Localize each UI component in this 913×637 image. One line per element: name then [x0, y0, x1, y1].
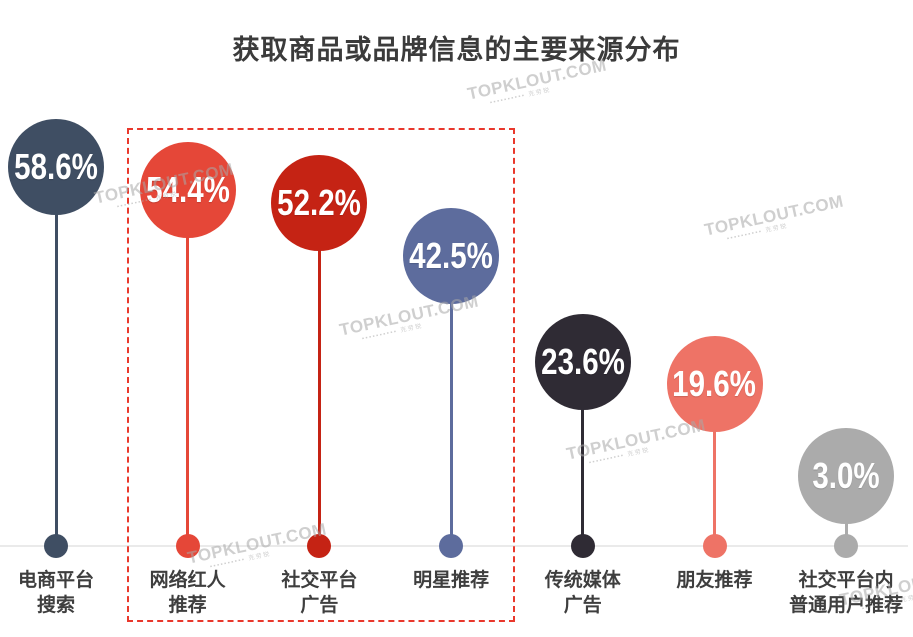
- value-balloon: 3.0%: [798, 428, 895, 525]
- lollipop-stick: [844, 520, 848, 546]
- baseline-dot: [44, 534, 68, 558]
- value-balloon: 58.6%: [8, 119, 104, 215]
- topklout-watermark: TOPKLOUT.COM ▪▪▪▪▪▪▪▪▪▪ 克劳锐: [702, 191, 847, 247]
- watermark-subtext: ▪▪▪▪▪▪▪▪▪▪ 克劳锐: [588, 447, 651, 467]
- chart-title: 获取商品或品牌信息的主要来源分布: [232, 35, 681, 65]
- baseline-dot: [175, 534, 200, 558]
- lollipop-stick: [317, 246, 321, 546]
- lollipop-stick: [581, 405, 585, 546]
- lollipop-stick: [713, 427, 716, 546]
- category-label: 社交平台内 普通用户推荐: [789, 570, 904, 616]
- baseline-dot: [570, 534, 595, 558]
- baseline-dot: [307, 534, 332, 558]
- value-balloon: 23.6%: [534, 313, 631, 410]
- lollipop-stick: [449, 300, 453, 546]
- baseline-dot: [702, 534, 727, 558]
- value-balloon: 54.4%: [139, 142, 236, 239]
- value-label: 19.6%: [672, 362, 757, 404]
- category-label: 明星推荐: [413, 570, 490, 591]
- value-balloon: 52.2%: [271, 154, 368, 251]
- value-balloon: 19.6%: [666, 335, 763, 432]
- value-label: 54.4%: [145, 169, 230, 211]
- watermark-text: TOPKLOUT.COM: [564, 415, 708, 464]
- category-label: 传统媒体 广告: [544, 570, 621, 616]
- topklout-watermark: TOPKLOUT.COM ▪▪▪▪▪▪▪▪▪▪ 克劳锐: [564, 415, 709, 471]
- lollipop-stick: [54, 211, 58, 546]
- value-label: 58.6%: [14, 146, 98, 187]
- baseline-dot: [834, 534, 859, 558]
- category-label: 网络红人 推荐: [149, 570, 226, 616]
- highlight-box: [127, 128, 515, 622]
- watermark-subtext: ▪▪▪▪▪▪▪▪▪▪ 克劳锐: [726, 223, 789, 243]
- value-label: 42.5%: [409, 235, 493, 277]
- baseline-dot: [439, 534, 464, 558]
- category-label: 朋友推荐: [676, 570, 753, 591]
- watermark-subtext: ▪▪▪▪▪▪▪▪▪▪ 克劳锐: [489, 87, 552, 107]
- value-label: 52.2%: [277, 181, 362, 223]
- lollipop-stick: [186, 234, 190, 546]
- category-label: 社交平台 广告: [281, 570, 358, 616]
- value-label: 23.6%: [540, 340, 625, 382]
- value-balloon: 42.5%: [403, 208, 500, 305]
- watermark-text: TOPKLOUT.COM: [702, 191, 846, 240]
- value-label: 3.0%: [812, 455, 880, 497]
- category-label: 电商平台 搜索: [17, 570, 94, 616]
